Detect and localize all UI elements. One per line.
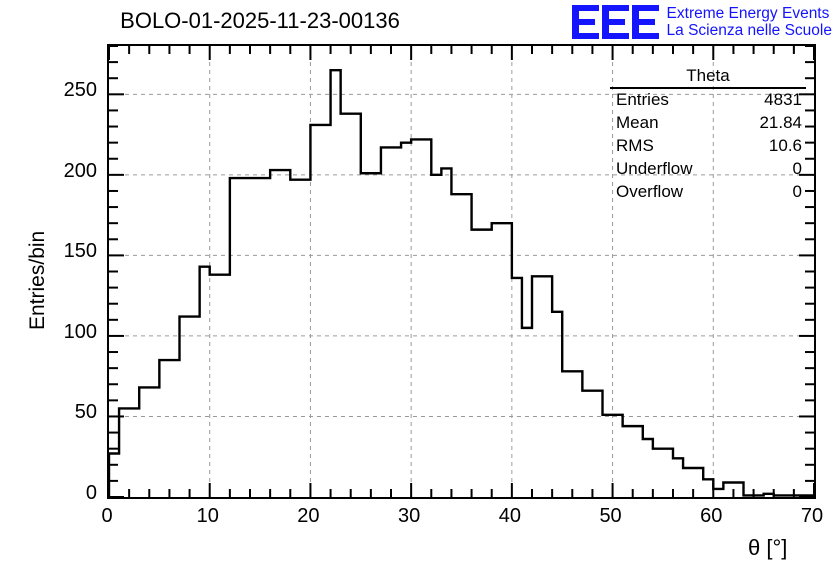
stats-row-key: Mean [616, 112, 659, 132]
x-tick-label: 0 [101, 505, 113, 527]
x-tick-label: 20 [297, 505, 320, 527]
triple-e-icon [571, 5, 659, 39]
x-tick-label: 10 [196, 505, 219, 527]
y-tick-label: 200 [63, 159, 97, 182]
stats-row-key: Entries [616, 90, 669, 109]
x-tick-label: 70 [800, 505, 824, 527]
y-tick-label: 150 [63, 240, 97, 263]
axis-ticks [109, 46, 814, 497]
x-axis-title: θ [°] [748, 535, 788, 560]
stats-row: Mean 21.84 [610, 112, 806, 135]
plot-frame [107, 44, 816, 499]
logo-line-1: Extreme Energy Events [666, 4, 830, 22]
x-tick-label: 60 [700, 505, 723, 527]
stats-row: Overflow 0 [610, 181, 806, 204]
stats-row: Underflow 0 [610, 158, 806, 181]
histogram-outline [109, 68, 814, 497]
stats-row-key: RMS [616, 135, 654, 155]
stats-row-value: 21.84 [759, 112, 802, 132]
stats-row-key: Overflow [616, 181, 684, 201]
stats-row-value: 0 [792, 158, 802, 178]
stats-row: RMS 10.6 [610, 135, 806, 158]
stats-rows: Entries 4831 Mean 21.84 RMS 10.6 Underflow 0 Ove… [610, 89, 806, 204]
y-tick-label: 50 [74, 401, 97, 424]
stats-row-value: 10.6 [768, 135, 802, 155]
eee-logo-text: Extreme Energy Events La Scienza nelle S… [667, 5, 832, 40]
stats-row-value: 0 [792, 181, 802, 201]
x-tick-label: 50 [599, 505, 622, 527]
stats-row-key: Underflow [616, 158, 693, 178]
stats-row: Entries 4831 [610, 89, 806, 112]
y-tick-label: 0 [85, 482, 97, 504]
histogram-series [109, 68, 814, 497]
page-title: BOLO-01-2025-11-23-00136 [120, 8, 400, 33]
eee-logo: Extreme Energy Events La Scienza nelle S… [571, 2, 832, 42]
stats-box[interactable]: Theta Entries 4831 Mean 21.84 RMS 10.6 Underfl… [610, 66, 806, 204]
logo-line-2: La Scienza nelle Scuole [666, 22, 832, 39]
stats-row-value: 4831 [764, 90, 802, 109]
x-tick-label: 40 [498, 505, 521, 527]
y-tick-label: 250 [63, 79, 97, 102]
y-tick-label: 100 [63, 320, 97, 343]
eee-logo-mark-icon [571, 5, 660, 39]
x-tick-label: 30 [398, 505, 421, 527]
stats-title: Theta [610, 66, 806, 89]
